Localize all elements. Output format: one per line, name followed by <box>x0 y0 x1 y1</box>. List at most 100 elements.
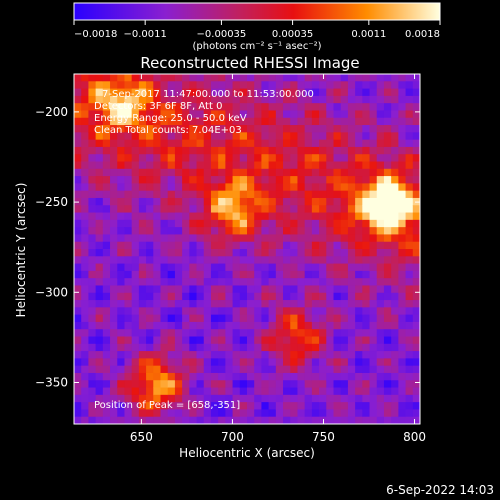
heatmap-cell <box>290 394 298 403</box>
heatmap-cell <box>225 81 234 90</box>
heatmap-cell <box>261 132 270 141</box>
heatmap-cell <box>218 212 226 221</box>
heatmap-cell <box>182 256 190 265</box>
heatmap-cell <box>225 329 234 337</box>
heatmap-cell <box>290 103 298 111</box>
heatmap-cell <box>405 351 414 359</box>
heatmap-cell <box>311 321 320 330</box>
heatmap-cell <box>167 95 176 104</box>
heatmap-cell <box>102 365 111 374</box>
heatmap-cell <box>326 314 334 323</box>
heatmap-cell <box>247 365 255 374</box>
heatmap-cell <box>225 176 234 184</box>
heatmap-cell <box>311 74 320 82</box>
heatmap-cell <box>146 227 154 235</box>
heatmap-cell <box>283 212 291 221</box>
heatmap-cell <box>74 234 82 243</box>
heatmap-cell <box>275 321 284 330</box>
heatmap-cell <box>218 154 226 162</box>
heatmap-cell <box>347 314 356 323</box>
heatmap-cell <box>304 88 313 97</box>
heatmap-cell <box>203 117 212 126</box>
heatmap-cell <box>196 380 205 389</box>
heatmap-cell <box>196 307 205 316</box>
heatmap-cell <box>174 168 183 177</box>
heatmap-cell <box>225 343 234 352</box>
heatmap-cell <box>347 278 356 286</box>
heatmap-cell <box>326 343 334 352</box>
heatmap-cell <box>203 154 212 162</box>
heatmap-cell <box>239 241 248 250</box>
heatmap-cell <box>210 212 219 221</box>
heatmap-cell <box>311 190 320 199</box>
heatmap-cell <box>218 197 226 206</box>
heatmap-cell <box>383 416 392 424</box>
heatmap-cell <box>88 154 97 162</box>
heatmap-cell <box>146 278 154 286</box>
heatmap-cell <box>153 241 161 250</box>
heatmap-cell <box>283 183 291 192</box>
heatmap-cell <box>88 125 97 133</box>
heatmap-cell <box>347 402 356 410</box>
heatmap-cell <box>283 358 291 367</box>
heatmap-cell <box>391 95 399 104</box>
heatmap-cell <box>74 409 82 418</box>
heatmap-cell <box>210 74 219 82</box>
heatmap-cell <box>412 321 420 330</box>
heatmap-cell <box>138 372 147 381</box>
heatmap-cell <box>311 343 320 352</box>
heatmap-cell <box>124 263 133 272</box>
heatmap-cell <box>283 190 291 199</box>
heatmap-cell <box>225 88 234 97</box>
heatmap-cell <box>398 190 407 199</box>
heatmap-cell <box>138 263 147 272</box>
heatmap-cell <box>225 351 234 359</box>
heatmap-cell <box>138 197 147 206</box>
heatmap-cell <box>304 117 313 126</box>
heatmap-cell <box>131 125 140 133</box>
heatmap-cell <box>333 343 342 352</box>
heatmap-cell <box>182 263 190 272</box>
heatmap-cell <box>210 278 219 286</box>
heatmap-cell <box>297 197 306 206</box>
heatmap-cell <box>304 241 313 250</box>
heatmap-cell <box>124 300 133 308</box>
heatmap-cell <box>275 183 284 192</box>
heatmap-cell <box>110 358 118 367</box>
heatmap-cell <box>254 95 262 104</box>
heatmap-cell <box>102 197 111 206</box>
heatmap-cell <box>333 394 342 403</box>
heatmap-cell <box>95 146 104 155</box>
heatmap-cell <box>412 88 420 97</box>
heatmap-cell <box>174 263 183 272</box>
heatmap-cell <box>297 74 306 82</box>
heatmap-cell <box>412 394 420 403</box>
heatmap-cell <box>232 132 241 141</box>
heatmap-cell <box>355 139 363 148</box>
heatmap-cell <box>333 161 342 170</box>
heatmap-cell <box>153 416 161 424</box>
heatmap-cell <box>355 125 363 133</box>
heatmap-cell <box>110 161 118 170</box>
heatmap-cell <box>254 321 262 330</box>
heatmap-cell <box>268 329 277 337</box>
heatmap-cell <box>412 358 420 367</box>
heatmap-cell <box>326 212 334 221</box>
heatmap-cell <box>81 314 89 323</box>
heatmap-cell <box>196 183 205 192</box>
heatmap-cell <box>232 212 241 221</box>
heatmap-cell <box>153 234 161 243</box>
heatmap-cell <box>81 365 89 374</box>
heatmap-cell <box>203 372 212 381</box>
heatmap-cell <box>304 139 313 148</box>
heatmap-cell <box>383 176 392 184</box>
heatmap-cell <box>225 74 234 82</box>
heatmap-cell <box>391 161 399 170</box>
heatmap-cell <box>311 300 320 308</box>
heatmap-cell <box>203 336 212 345</box>
heatmap-cell <box>261 387 270 396</box>
heatmap-cell <box>153 329 161 337</box>
heatmap-cell <box>376 278 385 286</box>
heatmap-cell <box>247 183 255 192</box>
heatmap-cell <box>232 88 241 97</box>
